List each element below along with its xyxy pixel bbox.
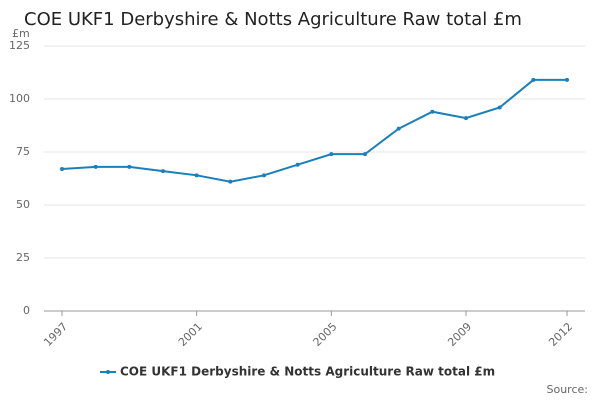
x-tick-label: 2001 [176,320,205,349]
point [194,173,199,178]
series-line [61,78,567,183]
chart-title: COE UKF1 Derbyshire & Notts Agriculture … [24,9,522,30]
point [228,179,233,184]
point [396,126,401,131]
y-tick-label: 50 [16,198,30,211]
y-tick-label: 25 [16,251,30,264]
point [127,164,132,169]
x-tick-label: 2005 [311,320,340,349]
y-tick-label: 0 [23,304,30,317]
point [329,152,334,157]
point [565,77,569,82]
x-tick-label: 2009 [445,320,474,349]
point [60,166,64,171]
x-tick-label: 1997 [41,320,70,349]
point [161,169,165,174]
legend-marker [106,370,110,374]
y-tick-label: 100 [9,92,30,105]
legend-label: COE UKF1 Derbyshire & Notts Agriculture … [120,365,495,379]
y-axis-label: £m [12,27,30,40]
point [531,77,536,82]
x-tick-label: 2012 [546,320,575,349]
point [262,173,266,178]
point [497,105,502,110]
point [93,164,98,169]
point [295,162,300,167]
point [430,109,435,114]
y-tick-label: 125 [9,39,30,52]
point [464,116,468,121]
point [363,152,367,157]
source: Source: [547,383,589,396]
y-tick-label: 75 [16,145,30,158]
